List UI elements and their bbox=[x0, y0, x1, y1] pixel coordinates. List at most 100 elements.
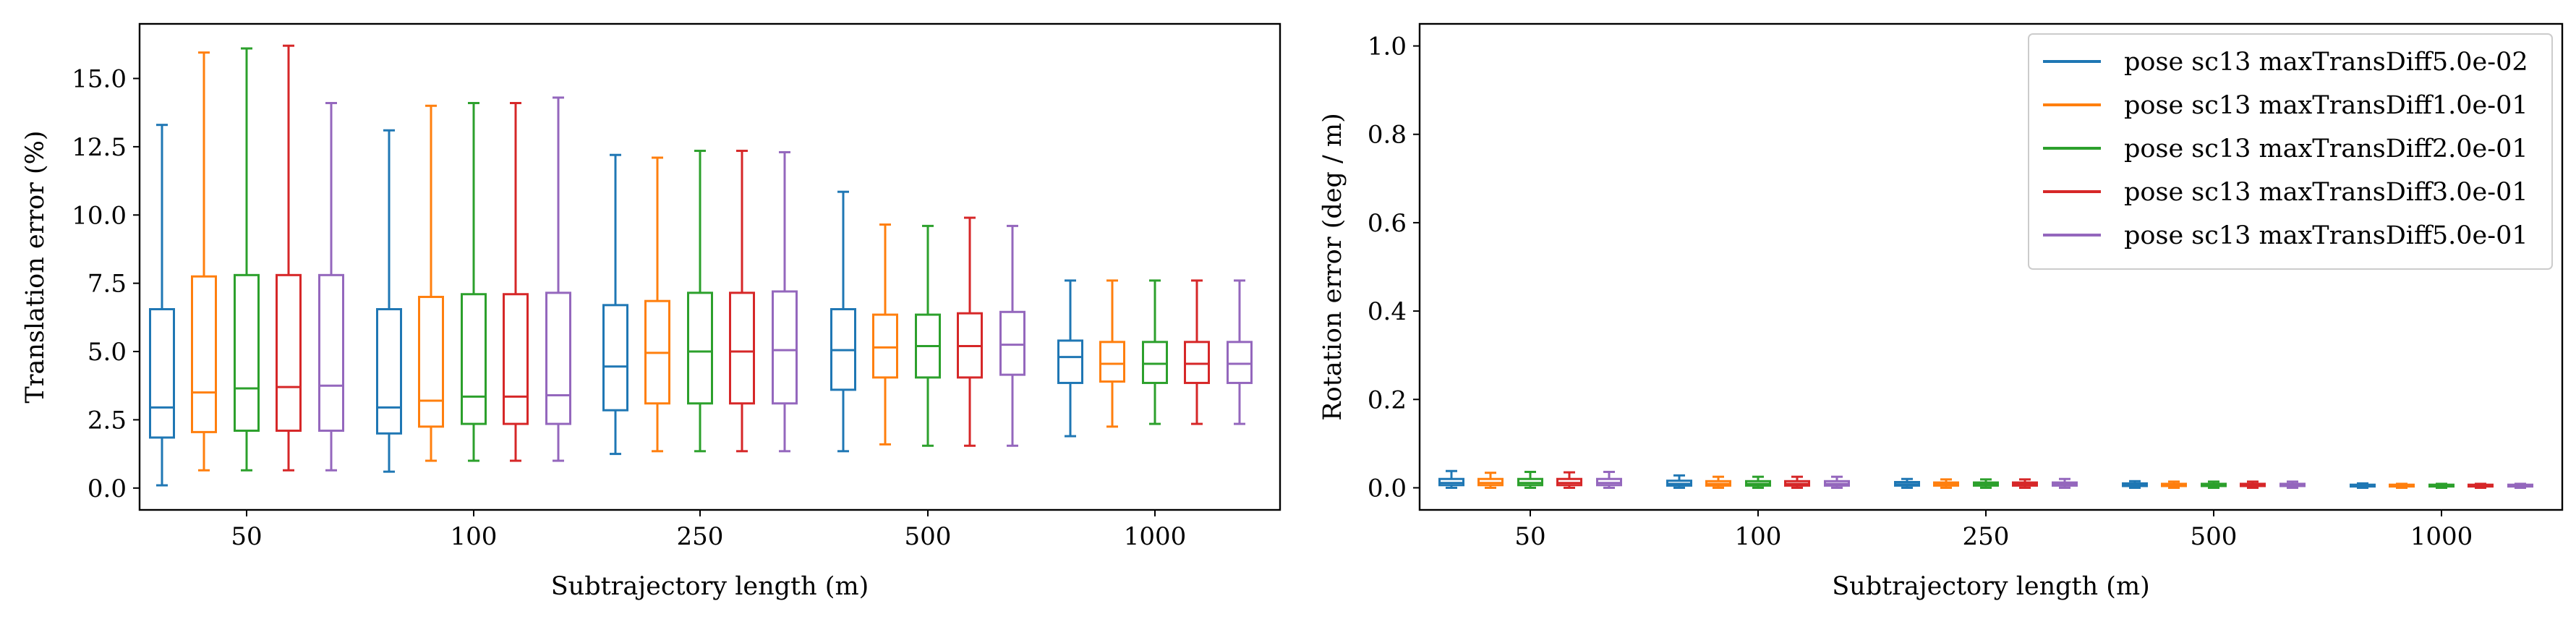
y-tick-label: 7.5 bbox=[88, 270, 127, 299]
translation-y-axis-label: Translation error (%) bbox=[21, 130, 50, 403]
rotation-x-axis-label: Subtrajectory length (m) bbox=[1832, 572, 2150, 601]
x-tick-label: 500 bbox=[905, 522, 952, 551]
rotation-plot-frame bbox=[1418, 22, 2564, 511]
rotation-box-250-series-2 bbox=[1933, 478, 1959, 489]
translation-series-3 bbox=[234, 47, 1168, 472]
x-tick-label: 1000 bbox=[1124, 522, 1187, 551]
translation-box-500-series-4 bbox=[957, 216, 983, 447]
translation-box-500-series-1 bbox=[830, 190, 856, 453]
rotation-box-100-series-2 bbox=[1705, 475, 1731, 489]
rotation-box-500-series-1 bbox=[2122, 480, 2148, 489]
legend-entry: pose sc13 maxTransDiff1.0e-01 bbox=[2043, 91, 2528, 120]
legend-label: pose sc13 maxTransDiff5.0e-01 bbox=[2124, 221, 2528, 250]
legend-frame bbox=[2028, 33, 2553, 270]
translation-box-100-series-2 bbox=[418, 104, 444, 462]
rotation-box-1000-series-1 bbox=[2350, 482, 2376, 489]
rotation-box-250-series-3 bbox=[1973, 478, 1999, 489]
y-tick-label: 0.2 bbox=[1368, 385, 1407, 414]
rotation-box-1000-series-4 bbox=[2468, 482, 2494, 489]
translation-box-50-series-5 bbox=[318, 101, 344, 472]
legend-label: pose sc13 maxTransDiff5.0e-02 bbox=[2124, 48, 2528, 77]
x-tick-label: 100 bbox=[1735, 522, 1782, 551]
rotation-box-50-series-1 bbox=[1438, 469, 1464, 489]
translation-box-250-series-4 bbox=[729, 150, 755, 453]
translation-marks bbox=[149, 44, 1253, 487]
legend-entry: pose sc13 maxTransDiff2.0e-01 bbox=[2043, 135, 2528, 163]
y-tick-label: 15.0 bbox=[72, 65, 127, 94]
box-iqr bbox=[234, 273, 260, 433]
rotation-box-100-series-3 bbox=[1745, 475, 1771, 489]
translation-box-100-series-5 bbox=[545, 96, 571, 462]
translation-series-4 bbox=[276, 44, 1210, 472]
y-tick-label: 5.0 bbox=[88, 338, 127, 367]
rotation-marks bbox=[1438, 469, 2533, 489]
y-tick-label: 0.4 bbox=[1368, 297, 1407, 326]
rotation-box-500-series-3 bbox=[2201, 480, 2227, 489]
rotation-series-5 bbox=[1596, 470, 2533, 489]
y-tick-label: 2.5 bbox=[88, 406, 127, 435]
box-iqr bbox=[1184, 341, 1210, 384]
rotation-y-ticks: 0.0 0.2 0.4 0.6 0.8 1.0 bbox=[1368, 33, 1420, 503]
rotation-box-500-series-5 bbox=[2279, 480, 2306, 489]
box-iqr bbox=[461, 293, 487, 425]
legend-entries: pose sc13 maxTransDiff5.0e-02 pose sc13 m… bbox=[2043, 48, 2528, 250]
y-tick-label: 0.6 bbox=[1368, 209, 1407, 238]
x-tick-label: 50 bbox=[1514, 522, 1545, 551]
rotation-box-50-series-4 bbox=[1556, 471, 1582, 489]
x-tick-label: 500 bbox=[2191, 522, 2238, 551]
rotation-box-50-series-3 bbox=[1517, 470, 1543, 489]
translation-series-5 bbox=[318, 96, 1253, 472]
legend-label: pose sc13 maxTransDiff1.0e-01 bbox=[2124, 91, 2528, 120]
rotation-box-100-series-1 bbox=[1666, 474, 1692, 489]
legend-label: pose sc13 maxTransDiff3.0e-01 bbox=[2124, 178, 2528, 207]
y-tick-label: 0.0 bbox=[1368, 474, 1407, 503]
x-tick-label: 100 bbox=[451, 522, 498, 551]
translation-box-1000-series-2 bbox=[1099, 279, 1125, 428]
rotation-box-50-series-2 bbox=[1477, 472, 1504, 489]
legend-entry: pose sc13 maxTransDiff5.0e-01 bbox=[2043, 221, 2528, 250]
translation-box-500-series-2 bbox=[872, 223, 898, 446]
rotation-box-250-series-1 bbox=[1894, 477, 1920, 489]
box-iqr bbox=[1142, 341, 1168, 384]
box-iqr bbox=[191, 275, 217, 433]
y-tick-label: 0.0 bbox=[88, 474, 127, 503]
rotation-box-500-series-4 bbox=[2240, 480, 2266, 489]
box-iqr bbox=[376, 308, 402, 435]
translation-box-250-series-2 bbox=[644, 156, 670, 453]
rotation-series-3 bbox=[1517, 470, 2455, 489]
translation-error-chart: 0.0 2.5 5.0 7.5 10.0 12.5 15.0 50 100 250 500 1000… bbox=[21, 22, 1281, 601]
x-tick-label: 50 bbox=[231, 522, 262, 551]
box-iqr bbox=[276, 273, 302, 433]
translation-box-1000-series-1 bbox=[1057, 279, 1083, 438]
y-tick-label: 12.5 bbox=[72, 133, 127, 162]
box-iqr bbox=[772, 290, 798, 405]
y-tick-label: 1.0 bbox=[1368, 33, 1407, 61]
box-iqr bbox=[1099, 341, 1125, 383]
box-iqr bbox=[545, 291, 571, 425]
translation-box-1000-series-4 bbox=[1184, 279, 1210, 425]
translation-x-ticks: 50 100 250 500 1000 bbox=[231, 510, 1186, 551]
box-iqr bbox=[1057, 339, 1083, 384]
rotation-box-1000-series-3 bbox=[2428, 482, 2455, 489]
box-iqr bbox=[687, 291, 713, 405]
x-tick-label: 250 bbox=[677, 522, 724, 551]
box-iqr bbox=[149, 308, 175, 439]
translation-box-100-series-3 bbox=[461, 101, 487, 462]
rotation-box-50-series-5 bbox=[1596, 470, 1622, 489]
translation-x-axis-label: Subtrajectory length (m) bbox=[551, 572, 869, 601]
rotation-x-ticks: 50 100 250 500 1000 bbox=[1514, 510, 2473, 551]
rotation-series-4 bbox=[1556, 471, 2494, 489]
y-tick-label: 0.8 bbox=[1368, 121, 1407, 150]
rotation-box-100-series-4 bbox=[1784, 475, 1810, 489]
rotation-box-1000-series-2 bbox=[2389, 482, 2415, 489]
translation-y-ticks: 0.0 2.5 5.0 7.5 10.0 12.5 15.0 bbox=[72, 65, 140, 503]
rotation-y-axis-label: Rotation error (deg / m) bbox=[1318, 113, 1347, 421]
translation-box-1000-series-3 bbox=[1142, 279, 1168, 425]
translation-series-2 bbox=[191, 51, 1125, 472]
translation-series-1 bbox=[149, 124, 1083, 487]
translation-box-250-series-1 bbox=[602, 153, 628, 456]
rotation-box-100-series-5 bbox=[1824, 475, 1850, 489]
translation-plot-frame bbox=[138, 22, 1281, 511]
legend-entry: pose sc13 maxTransDiff5.0e-02 bbox=[2043, 48, 2528, 77]
